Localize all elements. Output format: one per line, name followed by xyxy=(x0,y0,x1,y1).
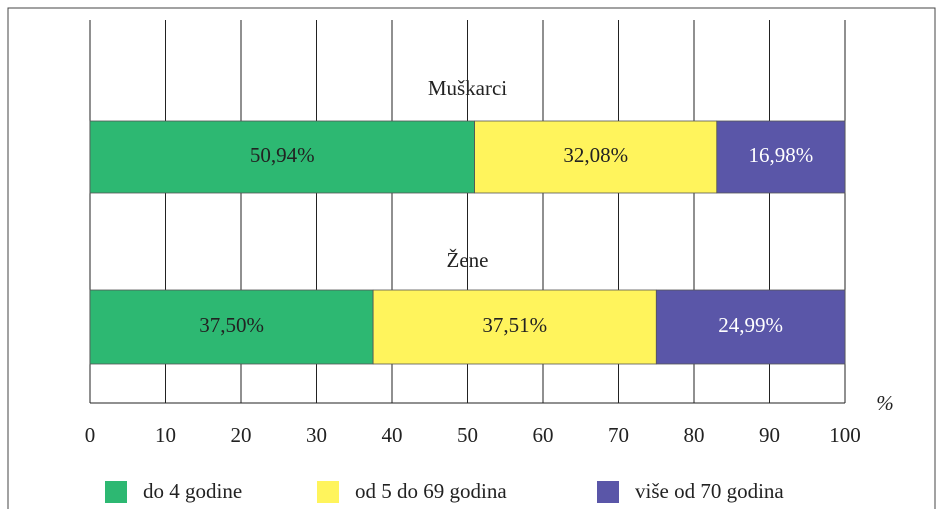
x-tick-label: 10 xyxy=(155,423,176,447)
x-tick-label: 90 xyxy=(759,423,780,447)
value-label: 24,99% xyxy=(718,313,783,337)
x-axis-label: % xyxy=(876,391,894,415)
x-tick-label: 20 xyxy=(231,423,252,447)
x-tick-label: 60 xyxy=(533,423,554,447)
legend-swatch xyxy=(597,481,619,503)
value-label: 37,50% xyxy=(199,313,264,337)
x-tick-label: 30 xyxy=(306,423,327,447)
frame xyxy=(7,7,936,509)
legend-swatch xyxy=(317,481,339,503)
value-label: 50,94% xyxy=(250,143,315,167)
legend-swatch xyxy=(105,481,127,503)
value-label: 32,08% xyxy=(563,143,628,167)
category-label: Žene xyxy=(447,248,489,272)
category-label: Muškarci xyxy=(428,76,507,100)
x-tick-label: 100 xyxy=(829,423,861,447)
bar-segment xyxy=(89,120,475,194)
bar-segment xyxy=(474,120,718,194)
x-tick-label: 50 xyxy=(457,423,478,447)
bar-segment xyxy=(716,120,846,194)
bar-segment xyxy=(89,289,374,365)
x-tick-label: 70 xyxy=(608,423,629,447)
bar-segment xyxy=(655,289,846,365)
x-tick-label: 0 xyxy=(85,423,96,447)
x-tick-label: 40 xyxy=(382,423,403,447)
x-tick-label: 80 xyxy=(684,423,705,447)
legend-label: više od 70 godina xyxy=(635,479,784,503)
value-label: 37,51% xyxy=(482,313,547,337)
legend-label: do 4 godine xyxy=(143,479,242,503)
value-label: 16,98% xyxy=(749,143,814,167)
bar-segment xyxy=(372,289,657,365)
legend-label: od 5 do 69 godina xyxy=(355,479,507,503)
